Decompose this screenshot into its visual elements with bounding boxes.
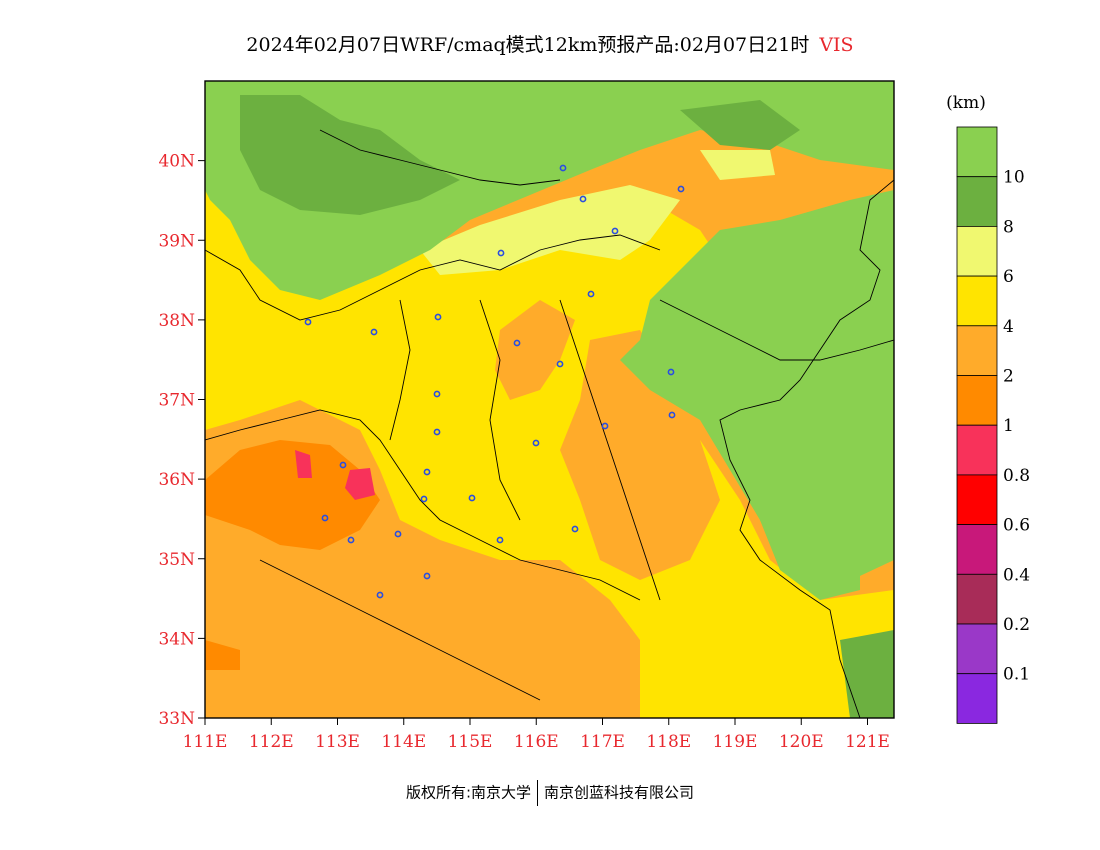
colorbar-swatch: [956, 623, 998, 675]
colorbar-swatch: [956, 573, 998, 625]
x-tick-label: 115E: [448, 732, 493, 752]
colorbar-label: 0.8: [1003, 466, 1030, 486]
station-marker: [579, 195, 587, 203]
station-marker: [677, 185, 685, 193]
colorbar-swatch: [956, 126, 998, 178]
station-marker: [434, 313, 442, 321]
station-marker: [433, 428, 441, 436]
chart-title: 2024年02月07日WRF/cmaq模式12km预报产品:02月07日21时 V…: [0, 30, 1100, 57]
field-yellow-4-6km: [205, 160, 894, 718]
x-tick-label: 121E: [845, 732, 890, 752]
station-marker: [587, 290, 595, 298]
x-tick-label: 113E: [315, 732, 360, 752]
station-marker: [571, 525, 579, 533]
field-orange-patch-1: [495, 300, 575, 400]
x-tick-label: 116E: [514, 732, 559, 752]
field-darkgreen-2: [680, 100, 800, 150]
station-marker: [433, 390, 441, 398]
station-marker: [611, 227, 619, 235]
colorbar-unit: (km): [946, 93, 986, 113]
field-lightyellow-north: [700, 150, 775, 180]
copyright-right: 南京创蓝科技有限公司: [544, 783, 695, 802]
y-tick-label: 34N: [158, 629, 195, 649]
station-marker: [667, 368, 675, 376]
station-marker: [370, 328, 378, 336]
title-variable: VIS: [819, 34, 854, 56]
x-tick-label: 114E: [381, 732, 426, 752]
station-marker: [423, 468, 431, 476]
field-darkgreen-1: [240, 95, 460, 215]
field-red-1: [295, 450, 312, 478]
boundary-lines: [205, 129, 894, 718]
field-green-coast: [760, 470, 860, 600]
field-darkgreen-south: [840, 630, 894, 718]
station-marker: [423, 572, 431, 580]
station-marker: [376, 591, 384, 599]
station-markers: [304, 164, 685, 599]
colorbar-swatch: [956, 375, 998, 426]
station-marker: [420, 495, 428, 503]
y-tick-label: 35N: [158, 550, 195, 570]
footer-separator: [537, 780, 539, 806]
x-tick-label: 111E: [183, 732, 228, 752]
colorbar-label: 8: [1003, 217, 1014, 237]
x-tick-label: 118E: [646, 732, 691, 752]
y-tick-label: 38N: [158, 311, 195, 331]
station-marker: [559, 164, 567, 172]
title-main: 2024年02月07日WRF/cmaq模式12km预报产品:02月07日21时: [246, 34, 810, 56]
station-marker: [339, 461, 347, 469]
y-tick-label: 36N: [158, 470, 195, 490]
colorbar-swatch: [956, 474, 998, 525]
colorbar-swatch: [956, 225, 998, 277]
colorbar-label: 1: [1003, 416, 1014, 436]
x-tick-label: 112E: [249, 732, 294, 752]
colorbar-label: 4: [1003, 317, 1014, 337]
field-red-2: [345, 468, 375, 500]
field-darkorange-1-2km: [205, 440, 380, 550]
colorbar-swatch: [956, 524, 998, 575]
colorbar-swatch: [956, 673, 998, 724]
colorbar-swatch: [956, 176, 998, 227]
y-tick-label: 40N: [158, 152, 195, 172]
station-marker: [394, 530, 402, 538]
copyright-footer: 版权所有:南京大学 南京创蓝科技有限公司: [0, 780, 1100, 806]
copyright-left: 版权所有:南京大学: [405, 783, 532, 802]
colorbar: 10 8 6 4 2 1 0.8 0.6 0.4 0.2 0.1: [956, 126, 1030, 724]
station-marker: [556, 360, 564, 368]
station-marker: [304, 318, 312, 326]
colorbar-label: 10: [1003, 168, 1025, 188]
station-marker: [668, 411, 676, 419]
station-marker: [468, 494, 476, 502]
colorbar-label: 0.6: [1003, 516, 1030, 536]
station-marker: [532, 439, 540, 447]
x-tick-label: 120E: [779, 732, 824, 752]
station-marker: [321, 514, 329, 522]
y-tick-label: 37N: [158, 391, 195, 411]
field-lightyellow-6-8km: [420, 185, 680, 275]
field-orange-patch-2: [560, 330, 720, 580]
station-marker: [496, 536, 504, 544]
x-axis: 111E 112E 113E 114E 115E 116E 117E 118E 119E 120E…: [183, 718, 890, 752]
colorbar-swatch: [956, 275, 998, 327]
colorbar-label: 2: [1003, 367, 1014, 387]
x-tick-label: 117E: [580, 732, 625, 752]
colorbar-label: 0.4: [1003, 565, 1030, 585]
colorbar-swatch: [956, 325, 998, 376]
y-axis: 33N 34N 35N 36N 37N 38N 39N 40N: [158, 152, 205, 729]
station-marker: [513, 339, 521, 347]
colorbar-swatch: [956, 424, 998, 476]
station-marker: [601, 422, 609, 430]
station-marker: [347, 536, 355, 544]
visibility-field: [205, 81, 894, 718]
x-tick-label: 119E: [713, 732, 758, 752]
station-marker: [497, 249, 505, 257]
colorbar-label: 0.1: [1003, 665, 1030, 685]
colorbar-label: 6: [1003, 267, 1014, 287]
y-tick-label: 33N: [158, 709, 195, 729]
field-darkorange-south: [205, 640, 240, 670]
colorbar-label: 0.2: [1003, 615, 1030, 635]
y-tick-label: 39N: [158, 231, 195, 251]
